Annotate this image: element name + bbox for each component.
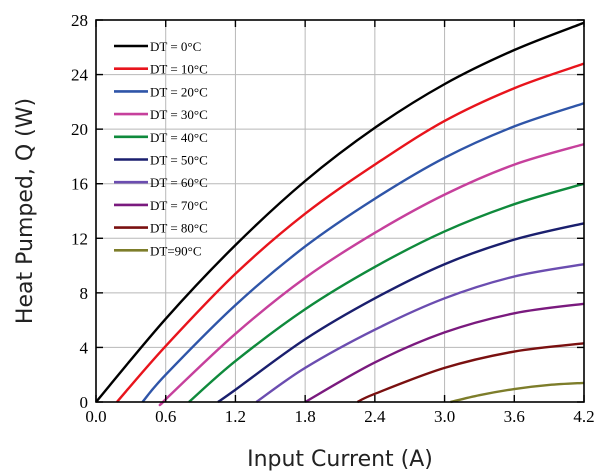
x-tick-label: 2.4 — [364, 407, 386, 426]
series-line-7 — [304, 302, 585, 404]
series-line-8 — [356, 342, 585, 404]
y-tick-label: 28 — [71, 11, 88, 30]
legend-label: DT=90°C — [150, 243, 202, 258]
legend-label: DT = 40°C — [150, 130, 208, 145]
legend-label: DT = 0°C — [150, 39, 201, 54]
plot-lines — [95, 21, 585, 407]
y-tick-label: 16 — [71, 175, 88, 194]
x-tick-label: 4.2 — [573, 407, 594, 426]
x-tick-label: 0.0 — [85, 407, 106, 426]
series-line-2 — [141, 102, 585, 403]
legend-label: DT = 70°C — [150, 198, 208, 213]
y-tick-label: 8 — [80, 284, 89, 303]
y-tick-label: 12 — [71, 229, 88, 248]
legend-label: DT = 30°C — [150, 107, 208, 122]
x-axis-title: Input Current (A) — [247, 447, 433, 472]
x-tick-label: 3.6 — [504, 407, 525, 426]
x-tick-label: 1.2 — [225, 407, 246, 426]
legend-label: DT = 50°C — [150, 153, 208, 168]
x-tick-label: 1.8 — [295, 407, 316, 426]
y-tick-label: 0 — [80, 393, 89, 412]
grid — [96, 20, 584, 402]
axis-ticks: 0.0 0.6 1.2 1.8 2.4 3.0 3.6 4.2 0 4 8 12 16 20 24 28 — [71, 11, 595, 426]
series-line-1 — [116, 62, 585, 403]
series-line-0 — [95, 21, 585, 403]
x-tick-label: 3.0 — [434, 407, 455, 426]
series-line-5 — [217, 222, 585, 403]
legend-label: DT = 80°C — [150, 221, 208, 236]
series-line-6 — [255, 263, 585, 403]
legend-label: DT = 10°C — [150, 62, 208, 77]
x-tick-label: 0.6 — [155, 407, 176, 426]
series-line-3 — [158, 142, 585, 407]
legend: DT = 0°C DT = 10°C DT = 20°C DT = 30°C DT = … — [114, 39, 208, 258]
y-axis-title: Heat Pumped, Q (W) — [13, 98, 38, 324]
series-line-9 — [450, 381, 585, 404]
legend-label: DT = 60°C — [150, 175, 208, 190]
y-tick-label: 4 — [80, 338, 89, 357]
legend-label: DT = 20°C — [150, 84, 208, 99]
y-tick-label: 20 — [71, 120, 88, 139]
series-line-4 — [188, 182, 585, 403]
y-tick-label: 24 — [71, 66, 89, 85]
plot-frame — [95, 19, 585, 403]
